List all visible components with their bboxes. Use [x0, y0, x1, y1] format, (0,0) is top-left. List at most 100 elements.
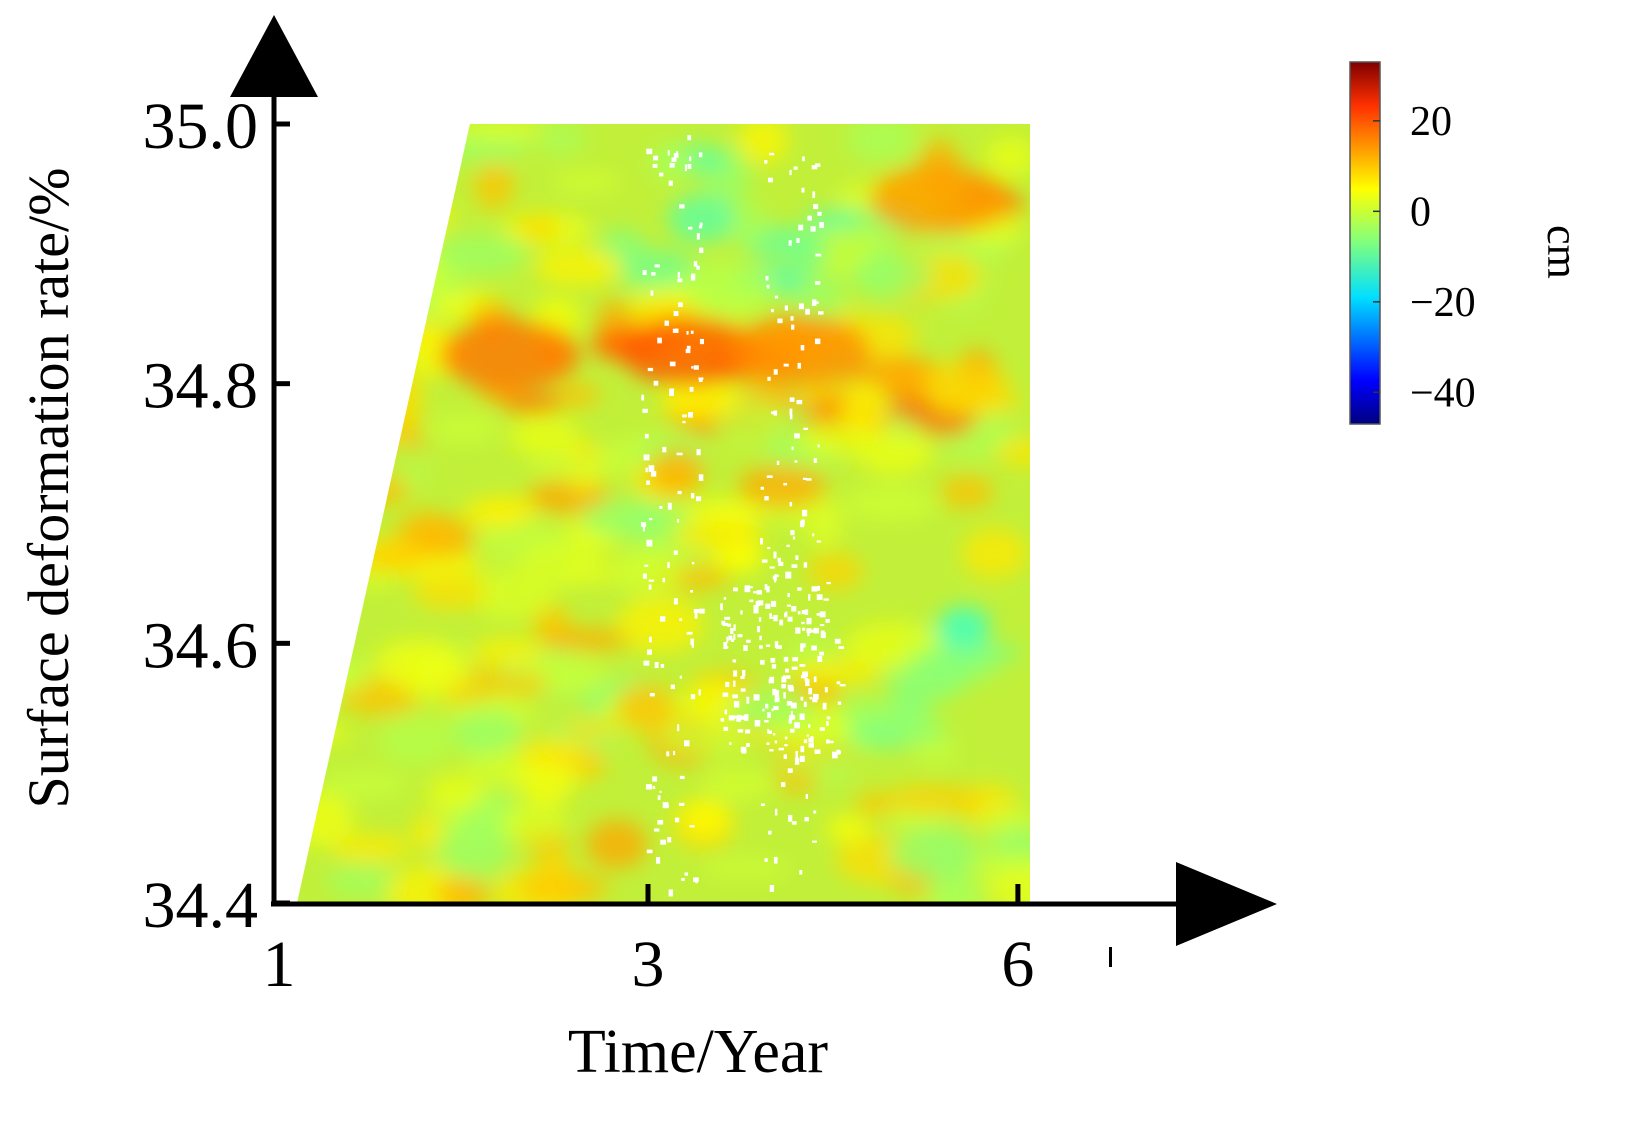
masked-pixel — [757, 625, 761, 633]
masked-pixel — [836, 681, 841, 685]
masked-pixel — [766, 586, 770, 593]
masked-pixel — [725, 681, 730, 688]
masked-pixel — [815, 163, 821, 167]
masked-pixel — [745, 714, 749, 719]
masked-pixel — [662, 446, 667, 453]
x-axis-stub-mark — [1109, 947, 1112, 967]
masked-pixel — [774, 740, 778, 744]
field-cell — [359, 538, 426, 573]
masked-pixel — [789, 502, 793, 507]
masked-pixel — [806, 617, 812, 625]
masked-pixel — [811, 645, 817, 651]
masked-pixel — [731, 638, 735, 642]
field-cell — [659, 722, 752, 756]
masked-pixel — [769, 566, 775, 569]
masked-pixel — [791, 666, 798, 670]
field-cell — [535, 844, 572, 898]
masked-pixel — [790, 702, 797, 709]
masked-pixel — [698, 152, 703, 158]
masked-pixel — [797, 587, 802, 591]
field-cell — [474, 161, 515, 210]
masked-pixel — [730, 628, 734, 635]
masked-pixel — [750, 586, 753, 589]
masked-pixel — [765, 276, 769, 281]
masked-pixel — [774, 573, 777, 581]
field-cell — [961, 527, 1028, 579]
masked-pixel — [673, 598, 678, 605]
field-cell — [700, 858, 791, 879]
masked-pixel — [648, 584, 652, 590]
masked-pixel — [754, 720, 761, 727]
field-cell — [384, 217, 435, 243]
masked-pixel — [837, 701, 842, 705]
field-cell — [297, 124, 323, 157]
masked-pixel — [805, 679, 810, 687]
masked-pixel — [733, 670, 738, 677]
masked-pixel — [746, 743, 750, 748]
field-cell — [738, 464, 826, 509]
masked-pixel — [823, 598, 829, 601]
masked-pixel — [698, 608, 705, 614]
masked-pixel — [769, 749, 774, 752]
masked-pixel — [791, 606, 797, 612]
masked-pixel — [687, 163, 692, 170]
masked-pixel — [801, 609, 808, 615]
masked-pixel — [734, 715, 740, 719]
masked-pixel — [698, 378, 703, 382]
masked-pixel — [808, 593, 811, 601]
masked-pixel — [726, 636, 729, 643]
masked-pixel — [802, 671, 809, 678]
masked-pixel — [737, 729, 744, 733]
masked-pixel — [684, 164, 687, 172]
masked-pixel — [648, 465, 655, 472]
masked-pixel — [790, 711, 793, 716]
masked-pixel — [789, 169, 792, 176]
field-cell — [804, 497, 844, 549]
masked-pixel — [788, 718, 792, 724]
masked-pixel — [643, 660, 650, 666]
masked-pixel — [669, 361, 676, 367]
masked-pixel — [760, 486, 764, 490]
masked-pixel — [806, 478, 812, 481]
field-cell — [501, 768, 584, 790]
masked-pixel — [781, 683, 786, 689]
masked-pixel — [679, 618, 683, 621]
field-cell — [849, 257, 935, 296]
masked-pixel — [653, 155, 659, 161]
masked-pixel — [773, 551, 777, 559]
field-cell — [897, 714, 948, 746]
masked-pixel — [774, 295, 779, 299]
colorbar: 20 0 −20 −40 cm — [1349, 61, 1587, 425]
masked-pixel — [799, 870, 803, 875]
field-cell — [380, 367, 424, 422]
field-cell — [350, 474, 411, 504]
field-cell — [723, 541, 763, 573]
masked-pixel — [732, 659, 737, 663]
masked-pixel — [642, 573, 647, 579]
masked-pixel — [758, 645, 763, 649]
field-cell — [921, 360, 1010, 408]
masked-pixel — [691, 644, 694, 648]
field-cell — [321, 656, 369, 692]
masked-pixel — [641, 394, 645, 401]
masked-pixel — [693, 261, 698, 267]
field-cell — [316, 303, 362, 348]
masked-pixel — [810, 629, 815, 633]
field-cell — [939, 476, 994, 509]
masked-pixel — [802, 627, 806, 631]
masked-pixel — [686, 331, 689, 335]
masked-pixel — [795, 751, 799, 759]
masked-pixel — [767, 712, 771, 719]
masked-pixel — [756, 590, 762, 595]
masked-pixel — [753, 694, 760, 701]
masked-pixel — [723, 642, 728, 650]
masked-pixel — [805, 794, 808, 799]
masked-pixel — [694, 611, 698, 619]
masked-pixel — [819, 651, 825, 656]
masked-pixel — [790, 316, 794, 321]
masked-pixel — [795, 555, 799, 560]
masked-pixel — [767, 729, 770, 734]
masked-pixel — [773, 614, 778, 622]
field-cell — [326, 863, 396, 899]
masked-pixel — [664, 320, 669, 326]
